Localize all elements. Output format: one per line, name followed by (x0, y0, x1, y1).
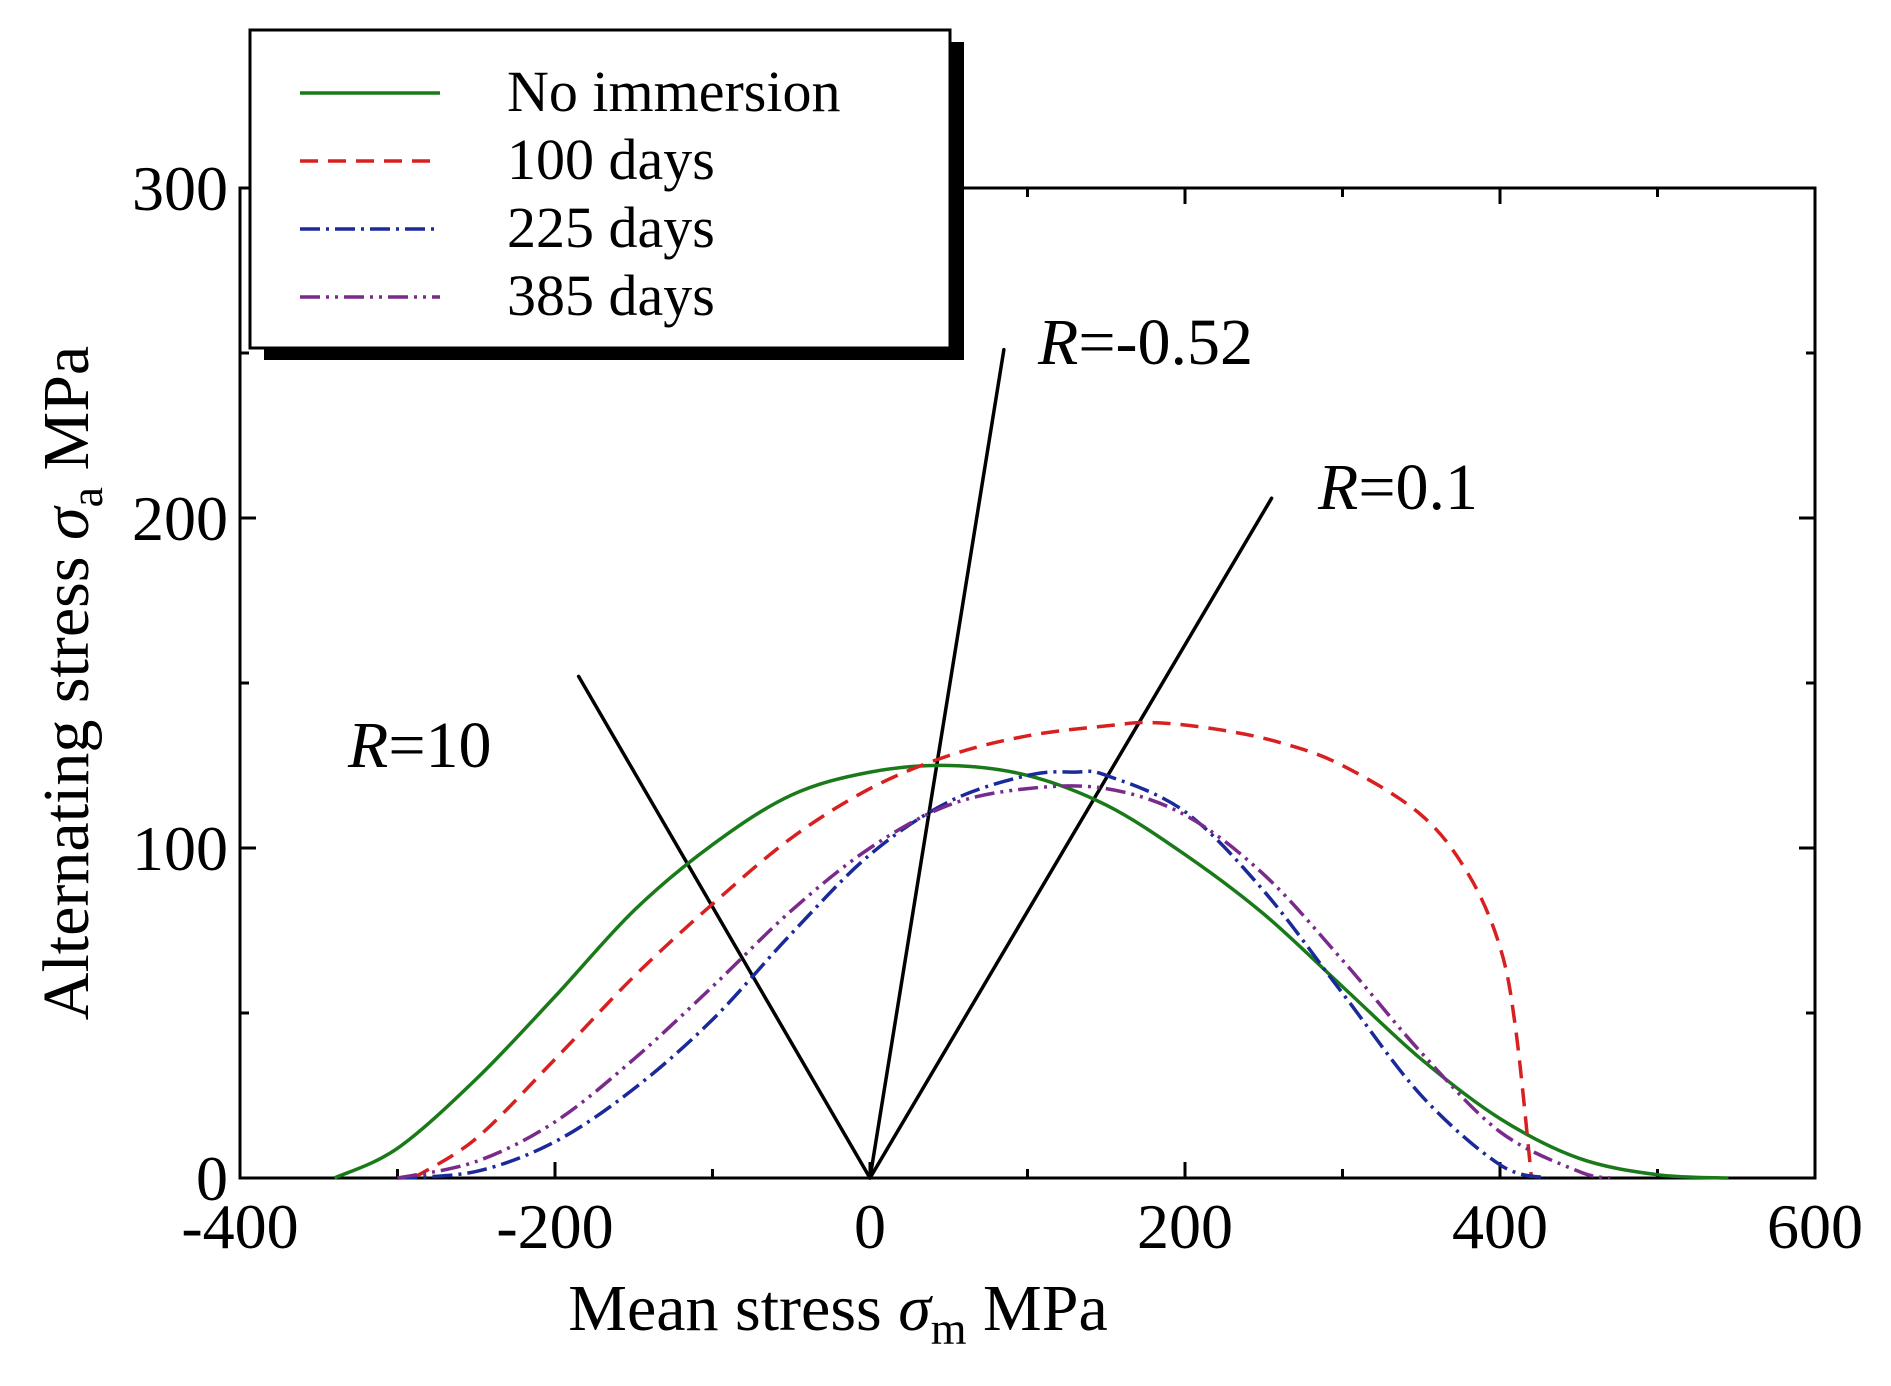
legend-label-225-days: 225 days (507, 195, 715, 260)
annotation-label-r-neg-0-52: R=-0.52 (1037, 306, 1253, 379)
legend: No immersion 100 days 225 days 385 days (248, 28, 964, 360)
series-line-385-days (397, 784, 1611, 1180)
annotation-label-r10: R=10 (347, 709, 492, 782)
y-tick-label: 200 (132, 483, 228, 554)
legend-label-385-days: 385 days (507, 263, 715, 328)
r-ratio-labels: R=10 R=-0.52 R=0.1 (347, 306, 1478, 782)
x-tick-label: 0 (854, 1191, 886, 1262)
r-line-r-0-1 (868, 496, 1274, 1180)
r-line-r-10 (576, 674, 872, 1180)
y-tick-label: 300 (132, 153, 228, 224)
series-curves (333, 720, 1729, 1180)
series-line-100-days (412, 720, 1534, 1180)
annotation-label-r-0-1: R=0.1 (1317, 451, 1478, 524)
x-tick-label: 600 (1767, 1191, 1863, 1262)
x-tick-label: -400 (181, 1191, 298, 1262)
legend-label-100-days: 100 days (507, 127, 715, 192)
y-axis-title: Alternating stress σa MPa (30, 346, 112, 1020)
series-line-225-days (397, 769, 1548, 1180)
y-tick-label: 0 (196, 1143, 228, 1214)
legend-label-no-immersion: No immersion (507, 59, 840, 124)
r-ratio-lines (576, 347, 1274, 1180)
x-axis-title: Mean stress σm MPa (568, 1272, 1107, 1354)
series-line-no-immersion (333, 763, 1729, 1180)
x-tick-label: 200 (1137, 1191, 1233, 1262)
y-tick-labels: 0 100 200 300 (132, 153, 228, 1214)
x-tick-labels: -400 -200 0 200 400 600 (181, 1191, 1863, 1262)
x-tick-label: 400 (1452, 1191, 1548, 1262)
y-tick-label: 100 (132, 813, 228, 884)
x-tick-label: -200 (496, 1191, 613, 1262)
legend-box (248, 28, 952, 350)
